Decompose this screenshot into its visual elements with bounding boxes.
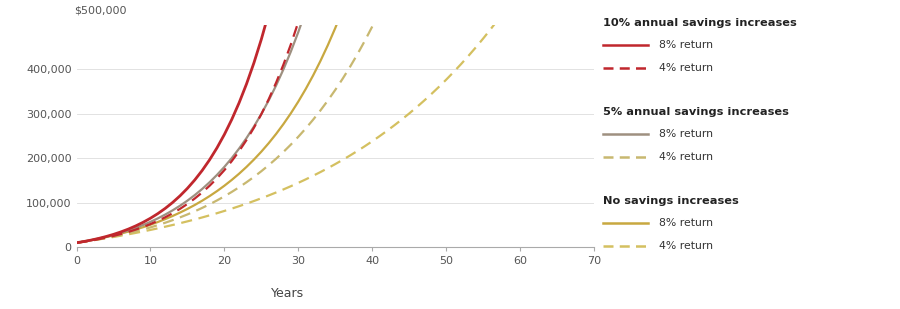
Text: Years: Years	[271, 286, 304, 299]
Text: 5% annual savings increases: 5% annual savings increases	[603, 107, 789, 117]
Text: 4% return: 4% return	[660, 63, 714, 74]
Text: 8% return: 8% return	[660, 40, 714, 50]
Text: 8% return: 8% return	[660, 218, 714, 228]
Text: No savings increases: No savings increases	[603, 196, 739, 206]
Text: 4% return: 4% return	[660, 152, 714, 163]
Text: 10% annual savings increases: 10% annual savings increases	[603, 18, 796, 28]
Text: 8% return: 8% return	[660, 129, 714, 139]
Text: 4% return: 4% return	[660, 241, 714, 252]
Text: $500,000: $500,000	[74, 6, 126, 16]
